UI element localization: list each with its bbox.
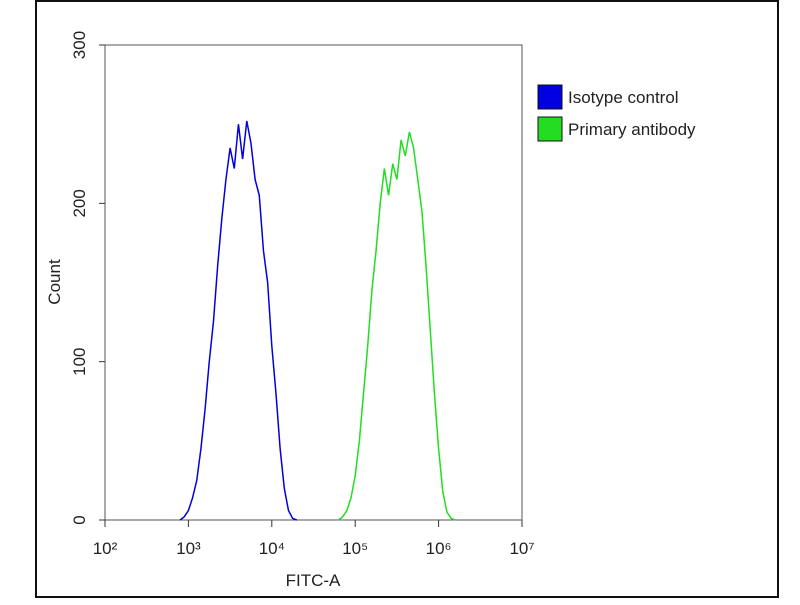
x-tick-label: 10⁶ [426, 539, 452, 558]
y-axis-label: Count [45, 259, 64, 305]
x-tick-label: 10² [93, 539, 118, 558]
x-tick-label: 10³ [176, 539, 201, 558]
legend-label: Isotype control [568, 88, 679, 107]
plot-area [104, 44, 523, 521]
legend-swatch [537, 84, 563, 110]
legend-swatch [537, 116, 563, 142]
x-tick-label: 10⁷ [509, 539, 534, 558]
y-tick-label: 200 [70, 189, 89, 217]
x-axis-label: FITC-A [286, 571, 341, 590]
x-tick-label: 10⁵ [342, 539, 368, 558]
series-line [338, 131, 456, 521]
series-line [179, 120, 298, 521]
x-tick-label: 10⁴ [259, 539, 285, 558]
legend-label: Primary antibody [568, 120, 696, 139]
y-tick-label: 300 [70, 31, 89, 59]
y-tick-label: 0 [70, 515, 89, 524]
frame [35, 0, 779, 598]
y-tick-label: 100 [70, 347, 89, 375]
